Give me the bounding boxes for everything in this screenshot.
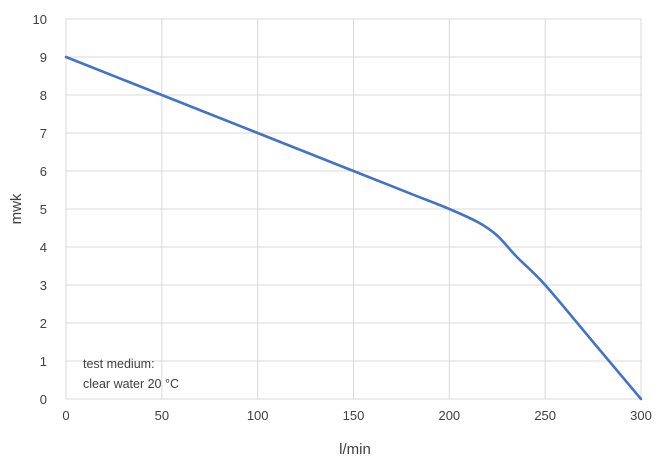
series-group [64,55,643,401]
y-tick-label: 2 [40,316,47,331]
y-tick-label: 4 [40,240,47,255]
series-line-0 [64,55,643,401]
y-tick-label: 7 [40,126,47,141]
annotation-line-2: clear water 20 °C [83,377,179,391]
x-axis-ticks: 0 50 100 150 200 250 300 [62,408,651,423]
y-tick-label: 0 [40,392,47,407]
y-tick-label: 1 [40,354,47,369]
y-axis-label: mwk [8,193,25,224]
annotation-line-1: test medium: [83,357,155,371]
y-tick-label: 8 [40,88,47,103]
x-tick-label: 100 [247,408,269,423]
x-axis-label: l/min [339,441,371,457]
y-axis-ticks: 0 1 2 3 4 5 6 7 8 9 10 [33,12,47,407]
y-tick-label: 9 [40,50,47,65]
x-tick-label: 150 [343,408,365,423]
y-tick-label: 10 [33,12,47,27]
x-tick-label: 300 [630,408,652,423]
x-tick-label: 200 [438,408,460,423]
x-tick-label: 250 [534,408,556,423]
y-tick-label: 5 [40,202,47,217]
x-tick-label: 50 [155,408,169,423]
y-tick-label: 3 [40,278,47,293]
y-tick-label: 6 [40,164,47,179]
x-tick-label: 0 [62,408,69,423]
grid [65,18,642,400]
